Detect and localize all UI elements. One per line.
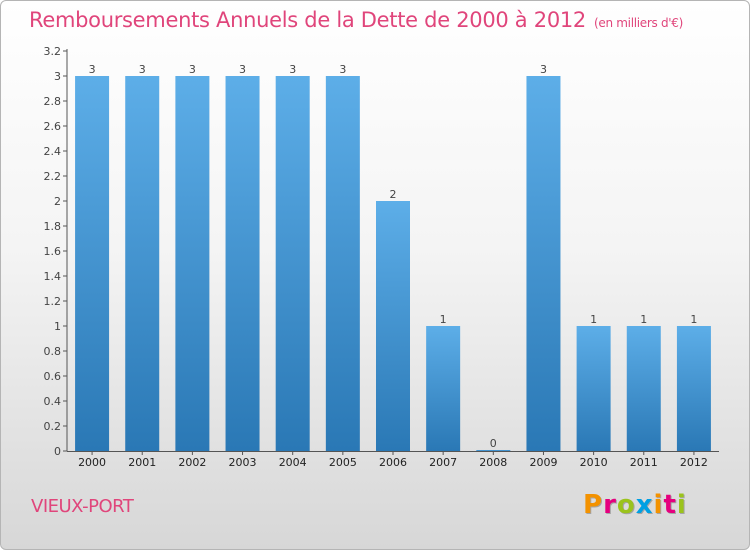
bar-data-label: 3 xyxy=(289,63,296,76)
y-tick-label: 1 xyxy=(54,320,61,333)
bar xyxy=(676,326,711,451)
logo-letter: o xyxy=(616,490,636,520)
x-tick-label: 2008 xyxy=(479,456,507,469)
bar xyxy=(275,76,310,451)
y-tick-label: 1.6 xyxy=(44,245,62,258)
bar-data-label: 3 xyxy=(189,63,196,76)
bar xyxy=(476,450,511,451)
bar-data-label: 1 xyxy=(590,313,597,326)
chart-bars xyxy=(75,76,711,451)
bar-data-label: 3 xyxy=(339,63,346,76)
y-tick-label: 0.6 xyxy=(44,370,62,383)
x-tick-label: 2003 xyxy=(229,456,257,469)
chart-title-text: Remboursements Annuels de la Dette de 20… xyxy=(29,8,586,32)
bar-data-label: 3 xyxy=(540,63,547,76)
y-tick-label: 2.6 xyxy=(44,120,62,133)
x-tick-label: 2012 xyxy=(680,456,708,469)
logo-letter: r xyxy=(603,490,617,520)
x-tick-label: 2007 xyxy=(429,456,457,469)
bar-data-label: 2 xyxy=(390,188,397,201)
y-tick-label: 0 xyxy=(54,445,61,458)
bar-data-label: 3 xyxy=(139,63,146,76)
logo-letter: x xyxy=(635,490,654,520)
bar xyxy=(125,76,160,451)
x-tick-label: 2011 xyxy=(630,456,658,469)
bar-data-label: 3 xyxy=(89,63,96,76)
bar xyxy=(626,326,661,451)
x-tick-label: 2009 xyxy=(529,456,557,469)
y-tick-label: 0.2 xyxy=(44,420,62,433)
x-tick-label: 2002 xyxy=(178,456,206,469)
logo-letter: t xyxy=(663,490,677,520)
y-tick-label: 2.4 xyxy=(44,145,62,158)
x-tick-label: 2001 xyxy=(128,456,156,469)
bar xyxy=(325,76,360,451)
place-name: VIEUX-PORT xyxy=(31,496,134,517)
bar xyxy=(426,326,461,451)
y-tick-label: 0.4 xyxy=(44,395,62,408)
chart-axes: 0 0.2 0.4 0.6 0.8 1 1.2 1.4 1.6 1.8 2 2.2 2.4 2.6 2.8 3… xyxy=(44,45,719,458)
bar xyxy=(175,76,210,451)
y-tick-label: 2 xyxy=(54,195,61,208)
bar-data-label: 1 xyxy=(440,313,447,326)
logo-letter: i xyxy=(653,490,664,520)
bar-data-label: 1 xyxy=(640,313,647,326)
chart-title: Remboursements Annuels de la Dette de 20… xyxy=(29,8,683,32)
logo-letter: i xyxy=(676,490,687,520)
y-tick-label: 0.8 xyxy=(44,345,62,358)
y-tick-label: 1.2 xyxy=(44,295,62,308)
x-tick-label: 2010 xyxy=(580,456,608,469)
chart-labels: 2000 3 2001 3 2002 3 2003 3 2004 3 2005 3 2006 2 2007 1… xyxy=(78,63,708,469)
bar-data-label: 0 xyxy=(490,437,497,450)
x-tick-label: 2004 xyxy=(279,456,307,469)
x-tick-label: 2000 xyxy=(78,456,106,469)
y-tick-label: 3 xyxy=(54,70,61,83)
x-tick-label: 2006 xyxy=(379,456,407,469)
bar-data-label: 3 xyxy=(239,63,246,76)
bar xyxy=(526,76,561,451)
logo-letter: P xyxy=(583,490,604,520)
y-tick-label: 1.8 xyxy=(44,220,62,233)
bar xyxy=(75,76,110,451)
proxiti-logo: Proxiti xyxy=(583,490,687,520)
bar xyxy=(225,76,260,451)
y-tick-label: 2.8 xyxy=(44,95,62,108)
chart-subtitle: (en milliers d'€) xyxy=(594,16,684,30)
y-tick-label: 3.2 xyxy=(44,45,62,58)
bar xyxy=(576,326,611,451)
y-tick-label: 1.4 xyxy=(44,270,62,283)
bar-data-label: 1 xyxy=(690,313,697,326)
y-tick-label: 2.2 xyxy=(44,170,62,183)
x-tick-label: 2005 xyxy=(329,456,357,469)
bar xyxy=(376,201,410,451)
